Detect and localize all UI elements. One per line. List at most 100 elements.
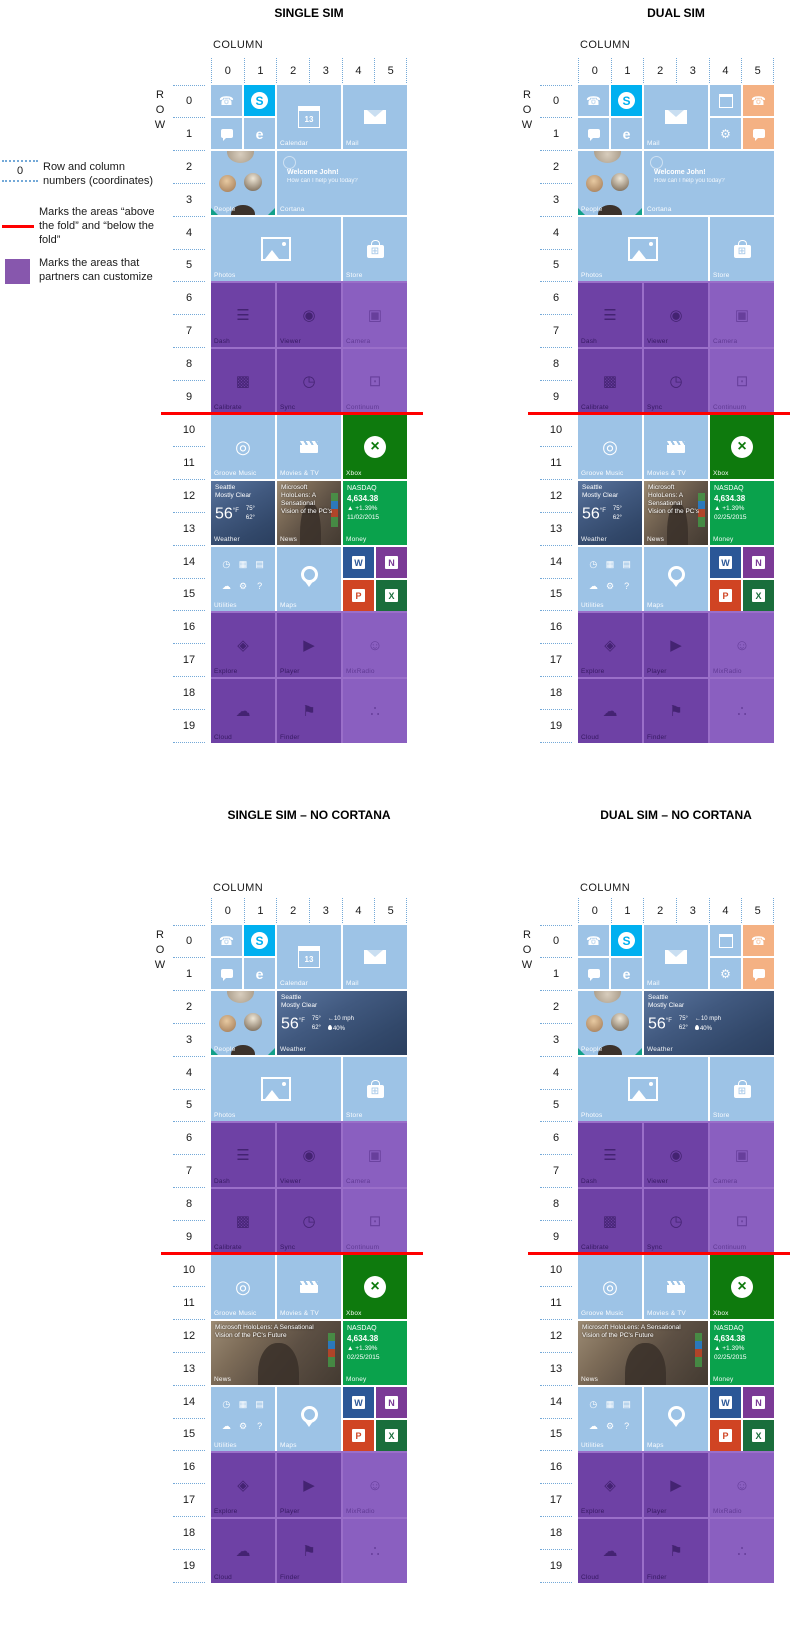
explore-tile[interactable]: ◈ Explore: [578, 1453, 642, 1517]
utilities-tile[interactable]: ◷ ▦ ▤ ☁ ⚙? Utilities: [578, 1387, 642, 1451]
powerpoint-tile[interactable]: P: [710, 1420, 741, 1451]
weather-tile[interactable]: Seattle Mostly Clear 56°F 75° 62° Weathe…: [578, 481, 642, 545]
excel-tile[interactable]: X: [376, 1420, 407, 1451]
onenote-tile[interactable]: N: [376, 1387, 407, 1418]
money-tile[interactable]: NASDAQ 4,634.38 ▲ +1.39% 11/02/2015 Money: [343, 481, 407, 545]
edge-tile[interactable]: e: [611, 958, 642, 989]
camera-tile[interactable]: ▣ Camera: [710, 283, 774, 347]
people-tile[interactable]: People: [211, 151, 275, 215]
share-tile[interactable]: ∴: [343, 679, 407, 743]
skype-tile[interactable]: S: [611, 925, 642, 956]
maps-tile[interactable]: Maps: [277, 1387, 341, 1451]
mail-tile[interactable]: Mail: [644, 925, 708, 989]
phone-tile[interactable]: ☎: [211, 925, 242, 956]
player-tile[interactable]: ▶ Player: [277, 613, 341, 677]
explore-tile[interactable]: ◈ Explore: [211, 1453, 275, 1517]
groove-music-tile[interactable]: ◎ Groove Music: [211, 1255, 275, 1319]
viewer-tile[interactable]: ◉ Viewer: [644, 1123, 708, 1187]
excel-tile[interactable]: X: [743, 580, 774, 611]
powerpoint-tile[interactable]: P: [710, 580, 741, 611]
dash-tile[interactable]: ☰ Dash: [211, 1123, 275, 1187]
news-tile[interactable]: Microsoft HoloLens: A Sensational Vision…: [211, 1321, 341, 1385]
calendar-tile[interactable]: 13 Calendar: [277, 925, 341, 989]
finder-tile[interactable]: ⚑ Finder: [277, 679, 341, 743]
weather-tile[interactable]: Seattle Mostly Clear 56°F 75° 62° Weathe…: [211, 481, 275, 545]
utilities-tile[interactable]: ◷ ▦ ▤ ☁ ⚙? Utilities: [578, 547, 642, 611]
share-tile[interactable]: ∴: [710, 1519, 774, 1583]
phone-tile[interactable]: ☎: [211, 85, 242, 116]
skype-tile[interactable]: S: [611, 85, 642, 116]
continuum-tile[interactable]: ⊡ Continuum: [343, 349, 407, 413]
cortana-tile[interactable]: Welcome John! How can I help you today? C…: [644, 151, 774, 215]
viewer-tile[interactable]: ◉ Viewer: [277, 283, 341, 347]
money-tile[interactable]: NASDAQ 4,634.38 ▲ +1.39% 02/25/2015 Money: [710, 481, 774, 545]
movies-tv-tile[interactable]: Movies & TV: [644, 1255, 708, 1319]
camera-tile[interactable]: ▣ Camera: [343, 1123, 407, 1187]
phone2-tile[interactable]: ☎: [743, 925, 774, 956]
utilities-tile[interactable]: ◷ ▦ ▤ ☁ ⚙? Utilities: [211, 1387, 275, 1451]
calendar-tile[interactable]: 13 Calendar: [277, 85, 341, 149]
money-tile[interactable]: NASDAQ 4,634.38 ▲ +1.39% 02/25/2015 Money: [343, 1321, 407, 1385]
mixradio-tile[interactable]: ☺ MixRadio: [343, 613, 407, 677]
mail-tile[interactable]: Mail: [343, 85, 407, 149]
groove-music-tile[interactable]: ◎ Groove Music: [211, 415, 275, 479]
excel-tile[interactable]: X: [376, 580, 407, 611]
finder-tile[interactable]: ⚑ Finder: [277, 1519, 341, 1583]
cloud-tile[interactable]: ☁ Cloud: [578, 679, 642, 743]
maps-tile[interactable]: Maps: [277, 547, 341, 611]
sync-tile[interactable]: ◷ Sync: [277, 1189, 341, 1253]
store-tile[interactable]: ⊞ Store: [343, 1057, 407, 1121]
viewer-tile[interactable]: ◉ Viewer: [644, 283, 708, 347]
continuum-tile[interactable]: ⊡ Continuum: [710, 349, 774, 413]
word-tile[interactable]: W: [710, 547, 741, 578]
skype-tile[interactable]: S: [244, 85, 275, 116]
photos-tile[interactable]: Photos: [578, 217, 708, 281]
finder-tile[interactable]: ⚑ Finder: [644, 679, 708, 743]
xbox-tile[interactable]: × Xbox: [710, 415, 774, 479]
continuum-tile[interactable]: ⊡ Continuum: [710, 1189, 774, 1253]
dash-tile[interactable]: ☰ Dash: [578, 1123, 642, 1187]
explore-tile[interactable]: ◈ Explore: [578, 613, 642, 677]
photos-tile[interactable]: Photos: [211, 1057, 341, 1121]
cloud-tile[interactable]: ☁ Cloud: [211, 1519, 275, 1583]
continuum-tile[interactable]: ⊡ Continuum: [343, 1189, 407, 1253]
money-tile[interactable]: NASDAQ 4,634.38 ▲ +1.39% 02/25/2015 Money: [710, 1321, 774, 1385]
onenote-tile[interactable]: N: [743, 1387, 774, 1418]
xbox-tile[interactable]: × Xbox: [710, 1255, 774, 1319]
edge-tile[interactable]: e: [244, 118, 275, 149]
onenote-tile[interactable]: N: [743, 547, 774, 578]
store-tile[interactable]: ⊞ Store: [710, 217, 774, 281]
explore-tile[interactable]: ◈ Explore: [211, 613, 275, 677]
powerpoint-tile[interactable]: P: [343, 580, 374, 611]
phone-tile[interactable]: ☎: [578, 85, 609, 116]
cortana-tile[interactable]: Welcome John! How can I help you today? C…: [277, 151, 407, 215]
store-tile[interactable]: ⊞ Store: [343, 217, 407, 281]
groove-music-tile[interactable]: ◎ Groove Music: [578, 415, 642, 479]
news-tile[interactable]: Microsoft HoloLens: A Sensational Vision…: [277, 481, 341, 545]
messaging-tile[interactable]: [211, 958, 242, 989]
weather-tile[interactable]: Seattle Mostly Clear 56°F 75° 62° ←10 mp…: [277, 991, 407, 1055]
messaging2-tile[interactable]: [743, 118, 774, 149]
mail-tile[interactable]: Mail: [343, 925, 407, 989]
word-tile[interactable]: W: [343, 547, 374, 578]
calibrate-tile[interactable]: ▩ Calibrate: [211, 349, 275, 413]
settings-tile[interactable]: ⚙: [710, 958, 741, 989]
share-tile[interactable]: ∴: [710, 679, 774, 743]
mixradio-tile[interactable]: ☺ MixRadio: [343, 1453, 407, 1517]
calibrate-tile[interactable]: ▩ Calibrate: [578, 349, 642, 413]
movies-tv-tile[interactable]: Movies & TV: [644, 415, 708, 479]
news-tile[interactable]: Microsoft HoloLens: A Sensational Vision…: [578, 1321, 708, 1385]
people-tile[interactable]: People: [211, 991, 275, 1055]
mixradio-tile[interactable]: ☺ MixRadio: [710, 613, 774, 677]
calibrate-tile[interactable]: ▩ Calibrate: [578, 1189, 642, 1253]
sync-tile[interactable]: ◷ Sync: [644, 1189, 708, 1253]
photos-tile[interactable]: Photos: [211, 217, 341, 281]
messaging-tile[interactable]: [578, 958, 609, 989]
sync-tile[interactable]: ◷ Sync: [644, 349, 708, 413]
xbox-tile[interactable]: × Xbox: [343, 415, 407, 479]
news-tile[interactable]: Microsoft HoloLens: A Sensational Vision…: [644, 481, 708, 545]
dash-tile[interactable]: ☰ Dash: [578, 283, 642, 347]
maps-tile[interactable]: Maps: [644, 1387, 708, 1451]
share-tile[interactable]: ∴: [343, 1519, 407, 1583]
phone2-tile[interactable]: ☎: [743, 85, 774, 116]
